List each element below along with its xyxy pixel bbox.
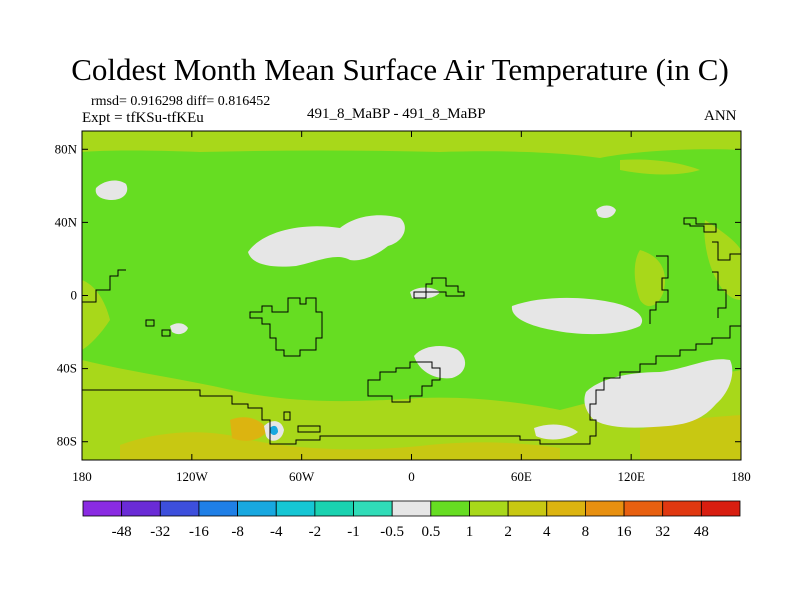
coast-america — [249, 297, 323, 357]
cold-spot-pole — [270, 425, 278, 435]
expt-line: Expt = tfKSu-tfKEu — [82, 110, 204, 126]
colorbar-swatch — [469, 500, 509, 517]
near-zero-sea-spot — [596, 205, 616, 218]
colorbar-swatch — [353, 500, 393, 517]
warm-patch-north — [82, 131, 741, 158]
colorbar-swatch — [391, 500, 432, 517]
colorbar-swatch — [82, 500, 123, 517]
season-label: ANN — [704, 108, 737, 124]
colorbar-label: -0.5 — [380, 524, 404, 540]
colorbar-swatch — [623, 500, 664, 517]
colorbar-label: 2 — [504, 524, 512, 540]
colorbar-label: -48 — [112, 524, 132, 540]
near-zero-north-africa — [410, 287, 440, 299]
y-tick-label: 80N — [55, 141, 78, 156]
coast-antarctica — [82, 325, 741, 445]
coast-west-dot — [145, 319, 155, 327]
near-zero-south-spot — [534, 424, 578, 440]
coastlines — [82, 217, 741, 445]
colorbar-swatch — [121, 500, 161, 517]
near-zero-indian — [511, 297, 643, 335]
hot-patch-southwest — [230, 417, 268, 441]
coast-east — [712, 241, 741, 261]
coast-asia-north — [683, 217, 717, 233]
colorbar-label: -2 — [309, 524, 322, 540]
colorbar-label: 8 — [582, 524, 590, 540]
x-tick-label: 180 — [731, 469, 751, 484]
coast-asia — [649, 255, 669, 324]
coast-east-2 — [712, 271, 727, 318]
colorbar-label: -32 — [150, 524, 170, 540]
stats-line: rmsd= 0.916298 diff= 0.816452 — [91, 94, 271, 109]
x-tick-label: 120E — [617, 469, 645, 484]
near-zero-west-spot — [170, 323, 188, 335]
hot-patch-south — [120, 432, 560, 460]
x-tick-label: 60E — [511, 469, 532, 484]
y-tick-label: 80S — [57, 434, 77, 449]
colorbar-label: -1 — [347, 524, 360, 540]
near-zero-south-america — [584, 359, 733, 428]
colorbar-swatch — [507, 500, 548, 517]
coast-west-dot-2 — [161, 329, 171, 337]
colorbar-label: 4 — [543, 524, 551, 540]
colorbar-label: -4 — [270, 524, 283, 540]
y-tick-label: 0 — [71, 288, 78, 303]
x-tick-label: 180 — [72, 469, 92, 484]
colorbar-swatch — [585, 500, 625, 517]
colorbar-swatch — [314, 500, 354, 517]
coast-west-coast — [82, 269, 126, 303]
warm-patch-west — [82, 280, 110, 350]
axis-ticks: 180 120W 60W 0 60E 120E 180 80N 40N 0 40S 80S — [55, 131, 751, 484]
colorbar-label: 48 — [694, 524, 709, 540]
x-tick-label: 0 — [408, 469, 415, 484]
coast-islands-south — [297, 425, 321, 433]
hot-patch-southeast — [640, 415, 741, 460]
colorbar-label: 16 — [617, 524, 633, 540]
field-layer — [82, 131, 741, 460]
colorbar-swatch — [546, 500, 586, 517]
coast-north-africa — [413, 277, 465, 299]
x-tick-label: 120W — [176, 469, 209, 484]
coast-peninsula — [283, 411, 291, 421]
chart-title: Coldest Month Mean Surface Air Temperatu… — [71, 52, 729, 87]
colorbar-swatch — [198, 500, 238, 517]
x-tick-label: 60W — [289, 469, 315, 484]
colorbar-swatch — [662, 500, 702, 517]
colorbar-label: -8 — [231, 524, 244, 540]
near-zero-northwest — [95, 180, 128, 200]
colorbar-swatch — [275, 500, 316, 517]
comparison-label: 491_8_MaBP - 491_8_MaBP — [307, 106, 486, 122]
colorbar-label: 0.5 — [421, 524, 440, 540]
warm-patch-pacific — [634, 250, 665, 307]
colorbar-swatch — [237, 500, 277, 517]
warm-patch-sea — [620, 159, 700, 175]
colorbar-label: 32 — [655, 524, 670, 540]
near-zero-atlantic — [248, 215, 405, 267]
colorbar-swatch — [430, 500, 470, 517]
colorbar-label: 1 — [466, 524, 474, 540]
colorbar-swatch — [159, 500, 200, 517]
green-interior-a — [279, 304, 319, 349]
colorbar-swatch — [700, 500, 741, 517]
colorbar-label: -16 — [189, 524, 209, 540]
near-zero-africa — [414, 346, 466, 379]
coast-africa — [367, 361, 441, 403]
colorbar: -48 -32 -16 -8 -4 -2 -1 -0.5 0.5 1 2 4 8 16 32 48 — [82, 500, 741, 540]
y-tick-label: 40S — [57, 361, 77, 376]
y-tick-label: 40N — [55, 214, 78, 229]
